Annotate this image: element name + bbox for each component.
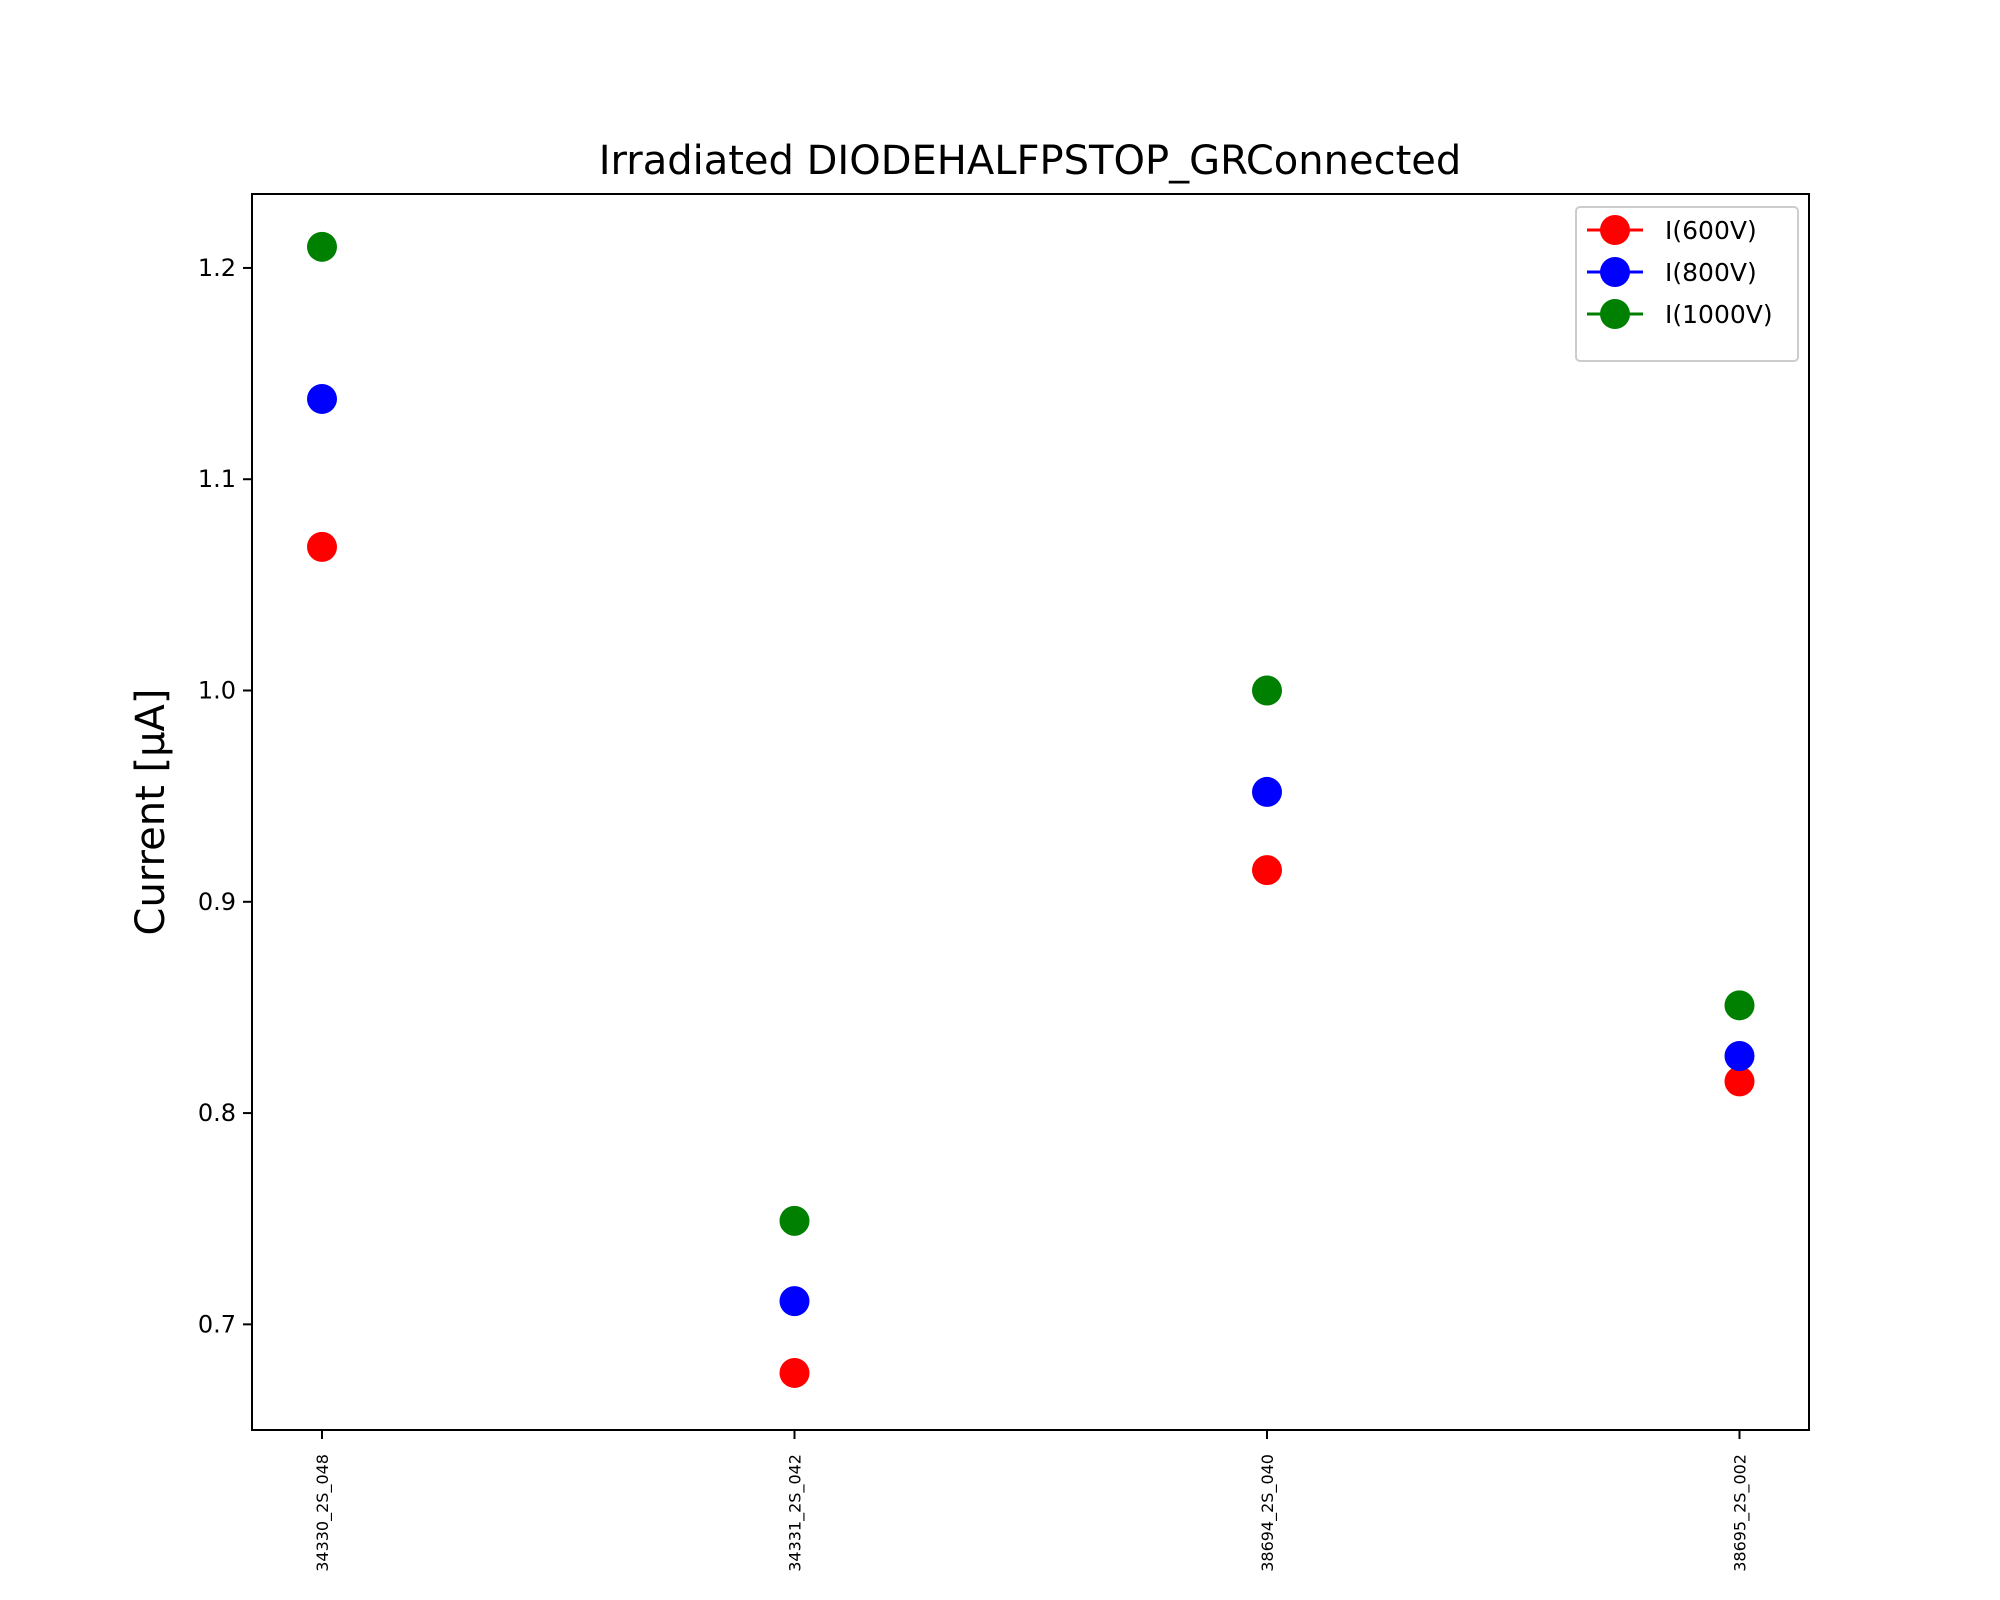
- y-tick-label: 0.8: [198, 1099, 236, 1127]
- chart-title: Irradiated DIODEHALFPSTOP_GRConnected: [599, 138, 1462, 184]
- legend: I(600V) I(800V) I(1000V): [1575, 206, 1799, 362]
- y-axis-ticks: 0.7 0.8 0.9 1.0 1.1 1.2: [198, 254, 252, 1338]
- data-point: [1724, 990, 1755, 1021]
- legend-marker: [1600, 215, 1630, 245]
- y-tick-label: 1.0: [198, 677, 236, 705]
- data-point: [1252, 776, 1282, 807]
- data-point: [307, 531, 337, 562]
- legend-marker: [1600, 257, 1630, 287]
- y-tick-label: 0.9: [198, 888, 236, 916]
- x-tick-label: 38694_2S_040: [1258, 1454, 1278, 1572]
- data-point: [307, 231, 337, 262]
- y-tick-label: 1.1: [198, 465, 236, 493]
- x-axis-ticks: 34330_2S_048 34331_2S_042 38694_2S_040 3869…: [313, 1430, 1751, 1572]
- y-tick-label: 1.2: [198, 254, 236, 282]
- data-point: [1724, 1041, 1755, 1072]
- y-tick-label: 0.7: [198, 1310, 236, 1338]
- x-tick-label: 34331_2S_042: [786, 1454, 806, 1572]
- data-point: [779, 1205, 810, 1236]
- data-point: [1724, 1066, 1755, 1097]
- legend-label: I(800V): [1665, 258, 1757, 287]
- x-tick-label: 38695_2S_002: [1731, 1454, 1751, 1572]
- legend-label: I(1000V): [1665, 300, 1773, 329]
- data-points: [307, 231, 1755, 1388]
- data-point: [779, 1286, 810, 1317]
- legend-box: [1575, 206, 1799, 362]
- legend-marker: [1600, 299, 1630, 329]
- data-point: [779, 1357, 810, 1388]
- data-point: [1252, 855, 1282, 886]
- y-axis-label: Current [μA]: [128, 689, 174, 936]
- plot-frame: [251, 193, 1810, 1431]
- x-tick-label: 34330_2S_048: [313, 1454, 333, 1572]
- data-point: [1252, 675, 1282, 706]
- data-point: [307, 383, 337, 414]
- legend-label: I(600V): [1665, 216, 1757, 245]
